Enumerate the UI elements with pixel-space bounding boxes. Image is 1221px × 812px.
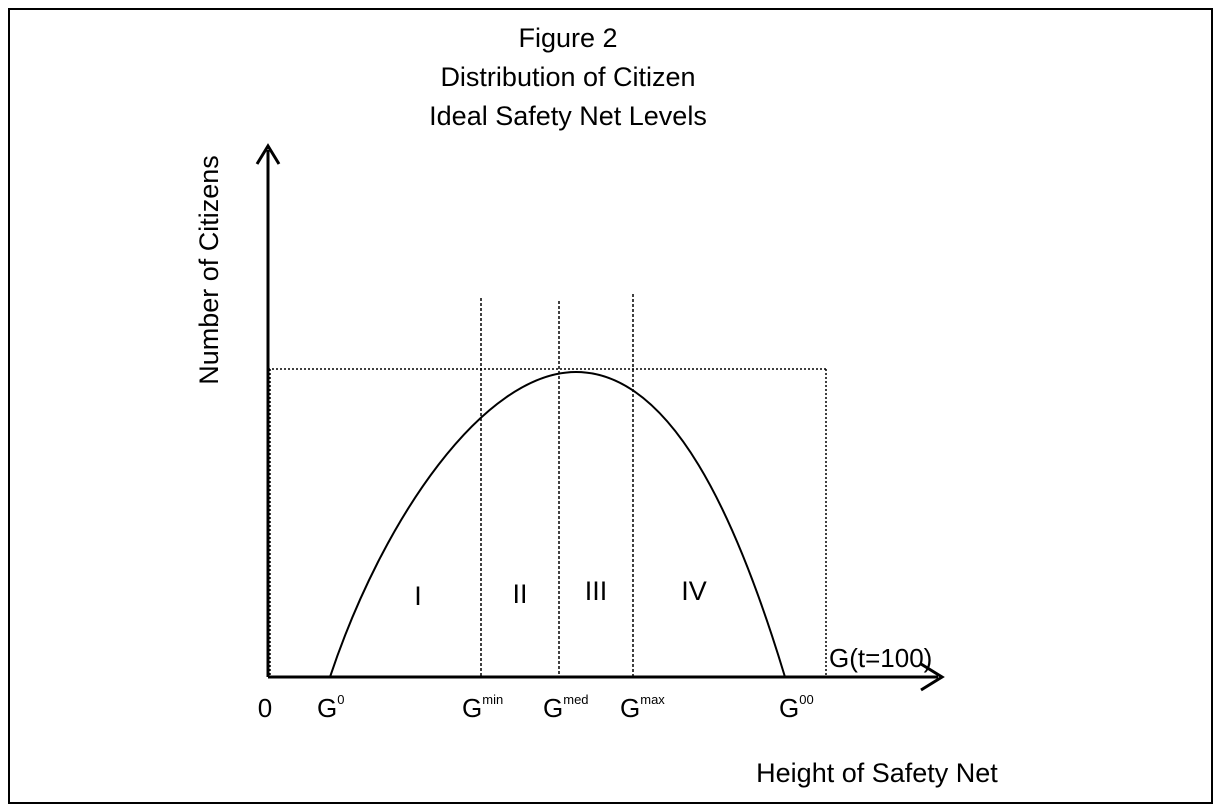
upper-bound-label: G(t=100) — [829, 643, 932, 673]
x-marker-g-00: G00 — [779, 692, 814, 723]
y-axis-arrowhead — [255, 143, 281, 165]
region-label-iii: III — [585, 576, 608, 606]
y-axis-label: Number of Citizens — [194, 155, 224, 385]
region-label-iv: IV — [681, 576, 707, 606]
distribution-curve — [329, 370, 786, 678]
region-label-i: I — [414, 581, 422, 611]
x-axis-label: Height of Safety Net — [756, 758, 998, 788]
figure-title-line-1: Figure 2 — [518, 23, 617, 53]
figure-title-line-2: Distribution of Citizen — [440, 62, 695, 92]
x-marker-g-med: Gmed — [543, 692, 589, 723]
x-marker-g-0: G0 — [317, 692, 344, 723]
figure-title-line-3: Ideal Safety Net Levels — [429, 101, 707, 131]
region-label-ii: II — [512, 579, 527, 609]
origin-label: 0 — [258, 693, 272, 723]
x-marker-g-max: Gmax — [620, 692, 665, 723]
x-marker-g-min: Gmin — [462, 692, 503, 723]
x-axis-arrowhead — [920, 662, 945, 692]
figure-frame — [8, 8, 1213, 804]
